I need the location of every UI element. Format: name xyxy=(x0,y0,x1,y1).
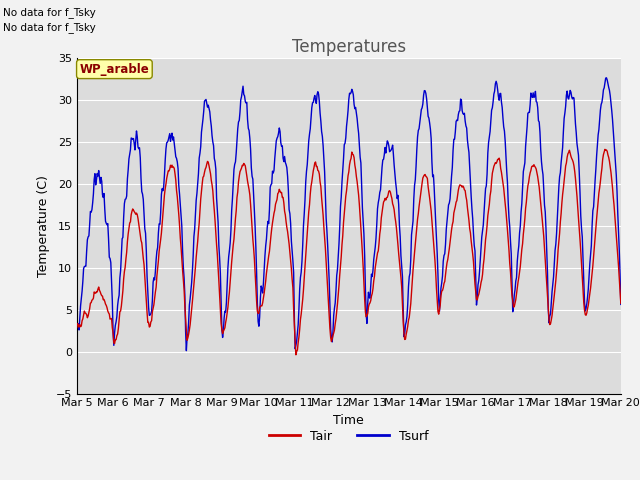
Tsurf xyxy=(73,332,81,337)
Tsurf xyxy=(216,270,224,276)
Tair xyxy=(568,156,575,161)
Line: Tsurf: Tsurf xyxy=(77,78,621,351)
Line: Tair: Tair xyxy=(77,149,621,355)
Text: No data for f_Tsky: No data for f_Tsky xyxy=(3,7,96,18)
Tair xyxy=(73,325,81,331)
Tsurf xyxy=(568,94,575,100)
X-axis label: Time: Time xyxy=(333,414,364,427)
Tsurf xyxy=(448,173,456,179)
Tair xyxy=(193,254,200,260)
Tsurf xyxy=(394,192,402,198)
Y-axis label: Temperature (C): Temperature (C) xyxy=(37,175,50,276)
Legend: Tair, Tsurf: Tair, Tsurf xyxy=(264,425,433,448)
Tair xyxy=(341,203,349,208)
Tsurf xyxy=(193,191,201,196)
Text: No data for f_Tsky: No data for f_Tsky xyxy=(3,22,96,33)
Tsurf xyxy=(603,75,611,81)
Tair xyxy=(448,227,456,233)
Tsurf xyxy=(182,348,190,354)
Tsurf xyxy=(341,140,349,146)
Tair xyxy=(292,352,300,358)
Tair xyxy=(617,300,625,306)
Tair xyxy=(394,241,402,247)
Tair xyxy=(601,146,609,152)
Tsurf xyxy=(617,301,625,307)
Tair xyxy=(216,293,223,299)
Title: Temperatures: Temperatures xyxy=(292,38,406,56)
Text: WP_arable: WP_arable xyxy=(79,63,149,76)
